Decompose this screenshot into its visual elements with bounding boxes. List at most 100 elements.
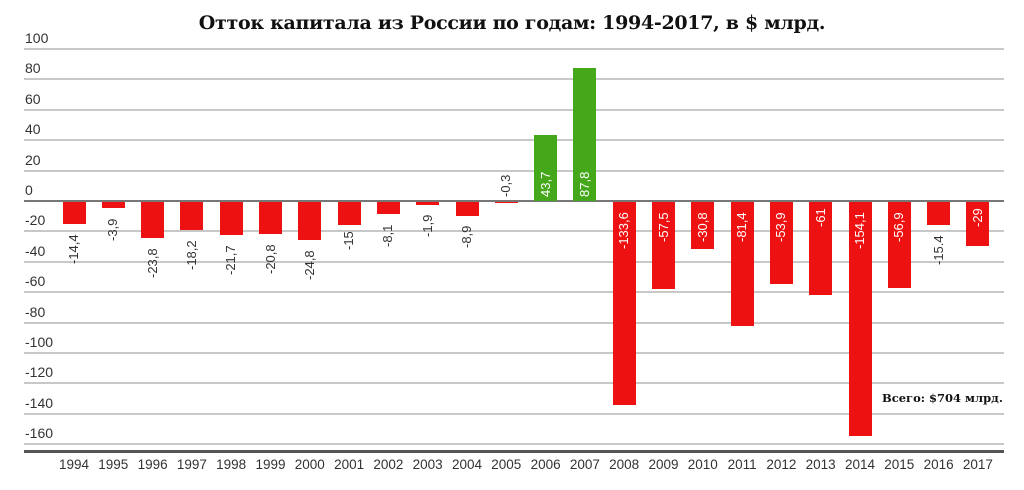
value-label: -23,8 bbox=[144, 248, 160, 279]
bar-2013 bbox=[809, 202, 833, 295]
x-tick-label: 1995 bbox=[98, 457, 129, 472]
bar-2002 bbox=[376, 202, 400, 215]
y-tick-label: 80 bbox=[25, 60, 41, 77]
y-tick-label: 60 bbox=[25, 90, 41, 107]
bar-2011 bbox=[730, 202, 754, 326]
value-label: -8,9 bbox=[459, 225, 474, 249]
value-label: -154,1 bbox=[852, 212, 867, 250]
gridline bbox=[24, 260, 1004, 263]
bar-2001 bbox=[337, 202, 361, 225]
x-tick-label: 2013 bbox=[805, 457, 836, 472]
value-label: -57,5 bbox=[655, 212, 671, 242]
x-tick-label: 1994 bbox=[58, 457, 90, 472]
x-tick-label: 2009 bbox=[648, 457, 679, 472]
value-label: -15.4 bbox=[930, 235, 946, 266]
y-tick-label: -60 bbox=[25, 273, 46, 290]
x-tick-label: 2014 bbox=[844, 457, 876, 472]
gridline bbox=[24, 443, 1004, 446]
bar-2012 bbox=[769, 202, 793, 284]
gridline bbox=[24, 169, 1004, 172]
bar-1994 bbox=[62, 202, 86, 224]
y-tick-label: 40 bbox=[25, 121, 41, 138]
y-tick-label: -160 bbox=[25, 425, 54, 442]
bar-1998 bbox=[219, 202, 243, 235]
bar-2009 bbox=[652, 202, 675, 290]
x-tick-label: 1997 bbox=[176, 457, 207, 472]
bar-2017 bbox=[966, 202, 990, 247]
x-tick-label: 1996 bbox=[137, 457, 168, 472]
y-tick-label: 0 bbox=[25, 182, 33, 198]
value-label: -53,9 bbox=[773, 212, 789, 242]
gridline bbox=[24, 48, 1004, 50]
bar-2010 bbox=[691, 202, 715, 249]
gridline bbox=[24, 321, 1004, 324]
value-label: -15 bbox=[341, 231, 357, 250]
y-tick-label: -100 bbox=[25, 334, 54, 350]
value-label: 87,8 bbox=[576, 171, 592, 197]
gridline bbox=[24, 108, 1004, 111]
value-label: -20,8 bbox=[262, 243, 278, 274]
y-tick-label: -80 bbox=[25, 303, 46, 320]
bar-2005 bbox=[494, 202, 518, 203]
y-tick-label: -140 bbox=[25, 394, 54, 411]
x-tick-label: 2001 bbox=[334, 457, 365, 472]
x-tick-label: 2017 bbox=[962, 457, 993, 472]
value-label: -1,9 bbox=[419, 215, 435, 238]
x-tick-label: 2006 bbox=[530, 457, 561, 472]
value-label: -0,3 bbox=[498, 174, 514, 197]
bar-2015 bbox=[887, 202, 911, 289]
value-label: -3,9 bbox=[105, 218, 121, 241]
y-tick-label: -40 bbox=[25, 242, 46, 259]
gridline bbox=[24, 291, 1004, 294]
bar-2000 bbox=[298, 202, 322, 240]
gridline bbox=[24, 382, 1004, 385]
gridline bbox=[24, 78, 1004, 81]
x-tick-label: 2005 bbox=[491, 457, 522, 472]
x-tick-label: 1999 bbox=[255, 457, 286, 472]
value-label: -8,1 bbox=[380, 224, 396, 247]
x-tick-label: 2000 bbox=[294, 457, 325, 472]
gridline bbox=[24, 412, 1004, 415]
y-tick-label: 100 bbox=[25, 30, 49, 46]
y-tick-label: -120 bbox=[25, 364, 54, 381]
bar-1995 bbox=[101, 202, 125, 208]
value-label: -133,6 bbox=[616, 212, 632, 250]
x-tick-label: 2008 bbox=[609, 457, 640, 472]
bar-1999 bbox=[259, 202, 282, 234]
gridline bbox=[24, 200, 1004, 202]
bar-2007 bbox=[573, 67, 597, 201]
value-label: -14,4 bbox=[66, 234, 81, 264]
bar-2004 bbox=[455, 202, 479, 216]
value-label: -18,2 bbox=[183, 240, 199, 270]
bar-2008 bbox=[612, 202, 636, 406]
value-label: -30,8 bbox=[694, 212, 710, 242]
bar-1997 bbox=[180, 202, 204, 230]
x-axis-line bbox=[24, 450, 1004, 453]
x-tick-label: 1998 bbox=[216, 457, 247, 472]
x-tick-label: 2015 bbox=[884, 457, 915, 472]
chart-title: Отток капитала из России по годам: 1994-… bbox=[198, 12, 826, 34]
x-tick-label: 2010 bbox=[687, 457, 718, 472]
bar-2006 bbox=[534, 134, 558, 201]
bar-2003 bbox=[416, 202, 440, 205]
bar-1996 bbox=[141, 202, 165, 239]
value-label: -56,9 bbox=[891, 212, 907, 242]
x-tick-label: 2007 bbox=[569, 457, 600, 472]
x-tick-label: 2012 bbox=[766, 457, 797, 472]
x-tick-label: 2011 bbox=[727, 457, 757, 472]
bar-2014 bbox=[848, 202, 872, 437]
value-label: 43,7 bbox=[537, 171, 553, 197]
bar-2016 bbox=[927, 202, 951, 226]
value-label: -29 bbox=[969, 208, 985, 228]
total-annotation: Всего: $704 млрд. bbox=[882, 391, 1003, 405]
x-tick-label: 2004 bbox=[451, 457, 483, 472]
gridline bbox=[24, 352, 1004, 354]
value-label: -21,7 bbox=[223, 245, 239, 275]
value-label: -61 bbox=[812, 208, 828, 228]
gridline bbox=[24, 139, 1004, 142]
x-tick-label: 2016 bbox=[923, 457, 954, 472]
x-tick-label: 2003 bbox=[412, 457, 443, 472]
gridline bbox=[24, 230, 1004, 233]
value-label: -81,4 bbox=[734, 212, 750, 242]
